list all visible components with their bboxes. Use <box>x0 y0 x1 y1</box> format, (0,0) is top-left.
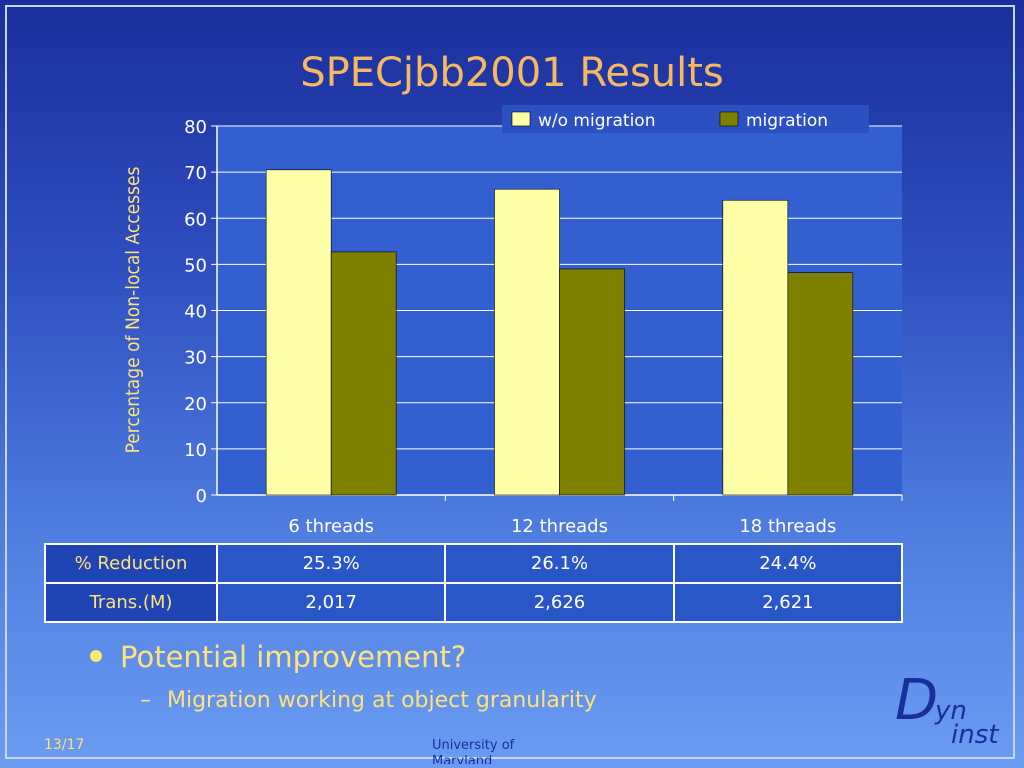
page-number: 13/17 <box>44 737 85 753</box>
bullet-main: Potential improvement? <box>90 640 466 674</box>
table-cell: 24.4% <box>672 543 904 584</box>
bullet-sub: – Migration working at object granularity <box>140 688 597 713</box>
bar <box>722 199 789 496</box>
x-tick-label: 6 threads <box>288 516 374 537</box>
table-cell: 2,621 <box>672 582 904 623</box>
table-cell: 26.1% <box>444 543 675 584</box>
x-tick-label: 12 threads <box>511 516 608 537</box>
table-row: Trans.(M) 2,017 2,626 2,621 <box>44 582 904 623</box>
results-table: % Reduction 25.3% 26.1% 24.4% Trans.(M) … <box>44 543 904 623</box>
bar <box>330 251 397 496</box>
x-tick-label: 18 threads <box>739 516 836 537</box>
bullet-main-text: Potential improvement? <box>120 640 467 674</box>
bullet-dash-icon: – <box>140 688 151 713</box>
legend-label: migration <box>746 111 828 131</box>
y-tick-label: 0 <box>196 486 207 507</box>
row-label-reduction: % Reduction <box>44 543 218 584</box>
table-cell: 2,626 <box>444 582 675 623</box>
legend-swatch <box>511 111 531 127</box>
table-row: % Reduction 25.3% 26.1% 24.4% <box>44 543 904 584</box>
legend-swatch <box>719 111 739 127</box>
logo-big-letter: D <box>895 668 939 733</box>
logo-upper-text: yn <box>935 696 967 726</box>
logo-lower-text: inst <box>951 720 999 750</box>
y-tick-label: 30 <box>184 348 207 369</box>
bullet-sub-text: Migration working at object granularity <box>167 688 597 713</box>
table-cell: 2,017 <box>215 582 447 623</box>
footer-institution: University of Maryland <box>432 738 515 764</box>
y-tick-label: 60 <box>184 209 207 230</box>
row-label-transactions: Trans.(M) <box>44 582 218 623</box>
bar <box>787 272 854 496</box>
slide-frame <box>5 5 1015 759</box>
legend-box <box>502 105 869 133</box>
table-cell: 25.3% <box>215 543 447 584</box>
slide-title: SPECjbb2001 Results <box>300 50 724 96</box>
bullet-dot-icon <box>90 650 102 662</box>
bar-chart: 0 10 20 30 40 50 60 70 80 6 threads 12 threads 18 t… <box>184 105 902 537</box>
y-tick-label: 80 <box>184 117 207 138</box>
y-tick-label: 70 <box>184 163 207 184</box>
dyninst-logo: D yn inst <box>895 668 1015 758</box>
y-tick-label: 20 <box>184 394 207 415</box>
bar <box>494 188 560 496</box>
y-tick-label: 10 <box>184 440 207 461</box>
y-tick-label: 50 <box>184 255 207 276</box>
bar <box>559 268 625 496</box>
y-tick-label: 40 <box>184 302 207 323</box>
legend-label: w/o migration <box>538 111 655 131</box>
bar <box>265 169 332 496</box>
